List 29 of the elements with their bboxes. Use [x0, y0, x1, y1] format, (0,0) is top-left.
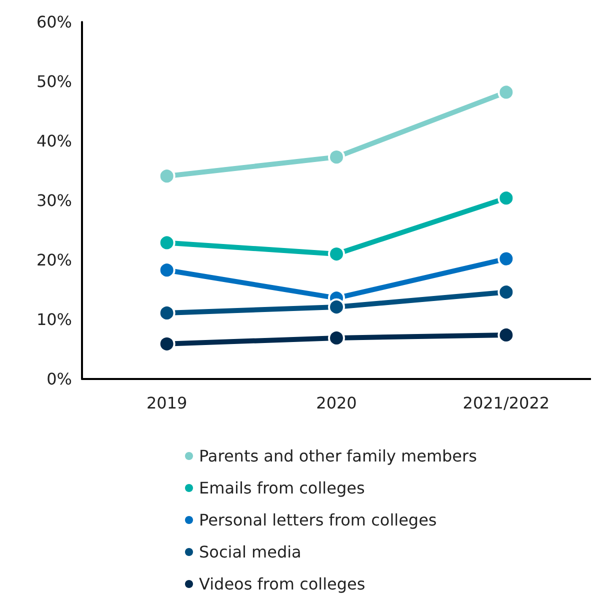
point	[328, 298, 345, 316]
legend-label: Personal letters from colleges	[199, 510, 437, 530]
y-tick-label: 20%	[36, 250, 72, 270]
x-tick-label: 2019	[146, 394, 188, 412]
legend-label: Social media	[199, 542, 302, 562]
y-tick-label: 30%	[36, 191, 72, 210]
y-tick-label: 10%	[36, 310, 72, 329]
point	[498, 84, 515, 101]
x-tick-label: 2021/2022	[462, 394, 550, 412]
y-tick-label: 50%	[36, 72, 72, 91]
point	[498, 326, 515, 344]
y-tick-label: 40%	[36, 132, 72, 150]
point	[328, 148, 345, 166]
point	[158, 234, 176, 252]
point	[498, 250, 515, 268]
point	[158, 168, 176, 185]
point	[328, 329, 345, 346]
y-tick-label: 60%	[36, 12, 72, 32]
point	[158, 304, 176, 322]
point	[158, 335, 176, 352]
x-tick-label: 2020	[316, 394, 357, 412]
point	[498, 190, 515, 207]
point	[328, 246, 345, 263]
y-tick-label: 0%	[46, 370, 72, 388]
point	[498, 284, 515, 301]
legend-label: Emails from colleges	[199, 478, 365, 498]
legend-label: Parents and other family members	[199, 446, 477, 466]
legend-label: Videos from colleges	[199, 574, 366, 594]
point	[158, 262, 176, 279]
